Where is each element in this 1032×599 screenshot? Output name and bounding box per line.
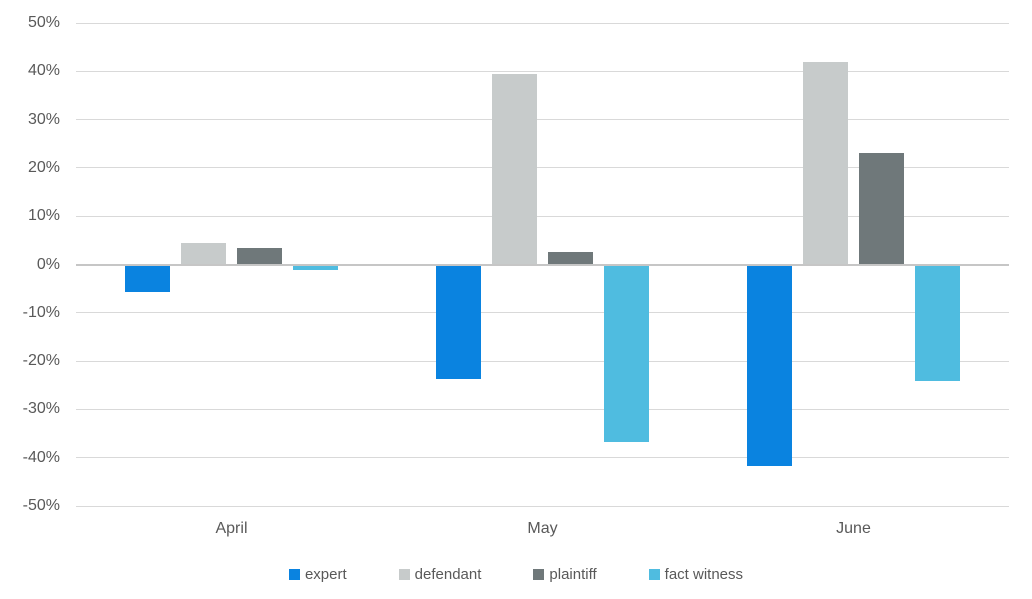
legend-label: defendant — [414, 566, 482, 583]
legend-item-fact-witness: fact witness — [648, 566, 744, 583]
gridline — [76, 312, 1009, 314]
gridline — [76, 505, 1009, 507]
y-axis-tick-label: -50% — [22, 497, 60, 514]
legend-swatch-plaintiff — [533, 569, 545, 580]
bar-fact-witness-may — [604, 265, 649, 442]
y-axis-tick-label: -40% — [22, 448, 60, 466]
bar-plaintiff-june — [859, 153, 904, 265]
bar-fact-witness-april — [293, 265, 338, 271]
gridline — [76, 408, 1009, 410]
bar-expert-june — [747, 265, 792, 466]
bar-plaintiff-may — [548, 252, 593, 265]
legend: expert defendant plaintiff fact witness — [0, 566, 1032, 583]
y-axis-tick-label: 0% — [36, 255, 60, 273]
bar-expert-april — [125, 265, 170, 293]
gridline — [76, 360, 1009, 362]
legend-label: fact witness — [664, 566, 744, 583]
gridline — [76, 22, 1009, 24]
legend-swatch-fact-witness — [648, 569, 660, 580]
x-axis-category-label: April — [215, 520, 248, 537]
zero-axis-line — [76, 263, 1009, 266]
legend-item-defendant: defendant — [398, 566, 482, 583]
gridline — [76, 215, 1009, 217]
y-axis-tick-label: -20% — [22, 352, 60, 370]
legend-label: plaintiff — [549, 566, 597, 583]
bar-plaintiff-april — [237, 247, 282, 265]
bar-defendant-april — [181, 242, 226, 265]
bar-fact-witness-june — [915, 265, 960, 382]
legend-label: expert — [304, 566, 347, 583]
x-axis-category-label: May — [527, 520, 558, 537]
x-axis-category-label: June — [836, 520, 871, 537]
y-axis-tick-label: 10% — [27, 207, 60, 225]
legend-swatch-defendant — [398, 569, 410, 580]
gridline — [76, 167, 1009, 169]
legend-item-plaintiff: plaintiff — [533, 566, 597, 583]
gridline — [76, 119, 1009, 121]
bar-defendant-may — [492, 73, 537, 265]
bar-expert-may — [436, 265, 481, 379]
y-axis-tick-label: 30% — [27, 110, 60, 128]
y-axis-tick-label: 50% — [27, 14, 60, 31]
gridline — [76, 70, 1009, 72]
y-axis-tick-label: -10% — [22, 303, 60, 321]
legend-item-expert: expert — [288, 566, 347, 583]
y-axis-tick-label: -30% — [22, 400, 60, 418]
bar-defendant-june — [803, 61, 848, 265]
legend-swatch-expert — [288, 569, 300, 580]
y-axis-tick-label: 20% — [27, 158, 60, 176]
y-axis-tick-label: 40% — [27, 62, 60, 80]
gridline — [76, 457, 1009, 459]
